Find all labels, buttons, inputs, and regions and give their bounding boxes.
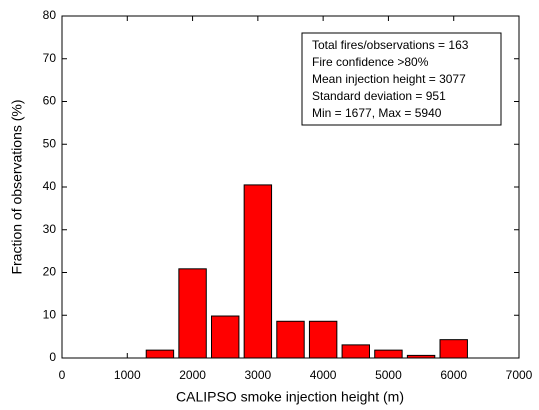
annotation-line: Mean injection height = 3077 — [312, 72, 466, 86]
bar — [211, 315, 240, 359]
bar — [243, 184, 273, 359]
x-tick-label: 3000 — [245, 368, 272, 382]
bar — [406, 354, 436, 359]
x-tick-label: 6000 — [440, 368, 467, 382]
y-tick-label: 70 — [43, 51, 57, 65]
x-tick-label: 0 — [59, 368, 66, 382]
bar — [439, 339, 468, 359]
bar — [341, 344, 370, 359]
x-tick-label: 2000 — [179, 368, 206, 382]
x-axis-title: CALIPSO smoke injection height (m) — [176, 389, 404, 405]
bar — [178, 268, 207, 359]
y-tick-label: 40 — [43, 179, 57, 193]
annotation-box — [301, 32, 502, 126]
y-axis-title: Fraction of observations (%) — [9, 99, 25, 274]
annotation-line: Standard deviation = 951 — [312, 89, 446, 103]
y-tick-label: 60 — [43, 94, 57, 108]
annotation-line: Min = 1677, Max = 5940 — [312, 106, 442, 120]
y-tick-label: 80 — [43, 8, 57, 22]
y-tick-label: 10 — [43, 307, 57, 321]
bar — [308, 320, 338, 359]
bar — [276, 320, 305, 359]
bar — [374, 349, 403, 359]
x-tick-label: 7000 — [506, 368, 533, 382]
y-tick-label: 30 — [43, 222, 57, 236]
annotation-line: Total fires/observations = 163 — [312, 38, 469, 52]
x-tick-label: 5000 — [375, 368, 402, 382]
y-tick-label: 0 — [49, 350, 56, 364]
y-tick-label: 50 — [43, 136, 57, 150]
y-tick-label: 20 — [43, 265, 57, 279]
x-tick-label: 4000 — [310, 368, 337, 382]
x-tick-label: 1000 — [114, 368, 141, 382]
bar — [145, 349, 175, 359]
annotation-line: Fire confidence >80% — [312, 55, 429, 69]
